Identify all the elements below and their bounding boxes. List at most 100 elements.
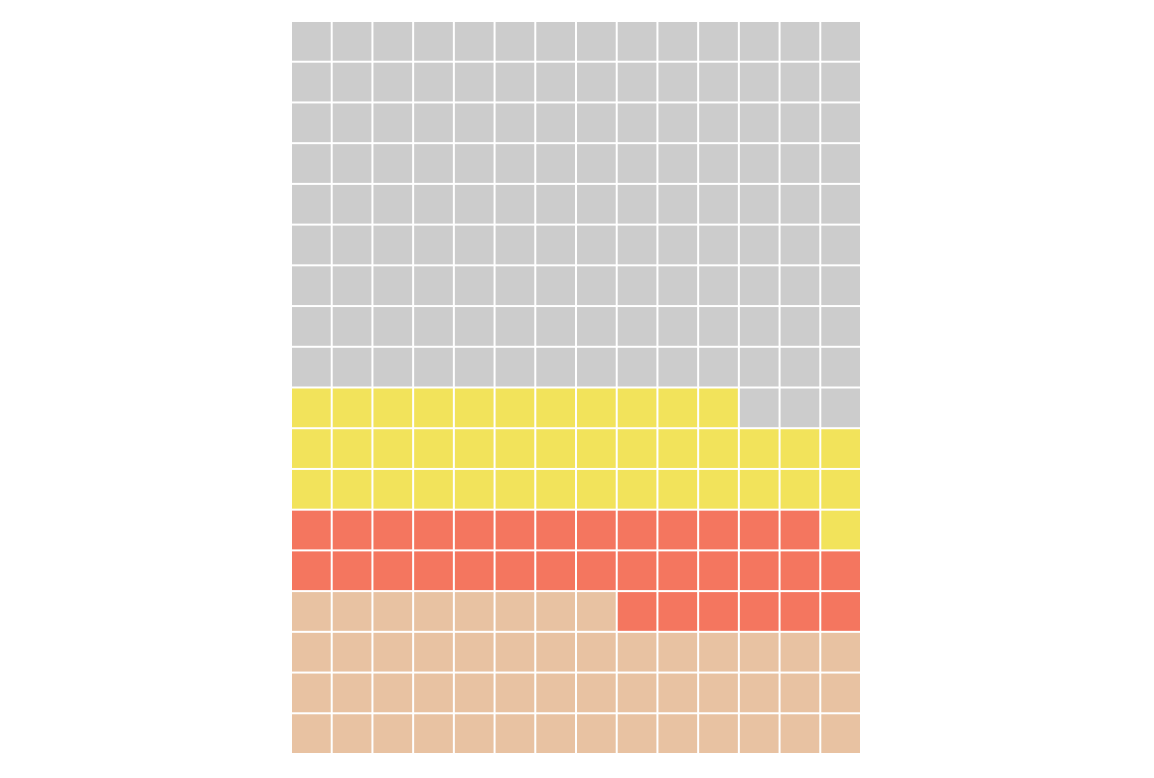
waffle-cell (617, 714, 657, 753)
waffle-cell (454, 62, 494, 102)
waffle-cell (699, 388, 738, 428)
waffle-cell (414, 673, 453, 713)
waffle-cell (454, 103, 494, 143)
waffle-cell (780, 144, 820, 183)
waffle-cell (536, 592, 575, 631)
waffle-cell (821, 307, 860, 346)
waffle-cell (780, 714, 820, 753)
waffle-cell (821, 62, 860, 102)
waffle-cell (536, 103, 575, 143)
waffle-cell (414, 592, 453, 631)
waffle-cell (577, 144, 616, 183)
waffle-cell (577, 429, 616, 468)
waffle-cell (414, 469, 453, 509)
waffle-cell (332, 592, 372, 631)
waffle-cell (577, 347, 616, 387)
waffle-cell (821, 551, 860, 591)
waffle-cell (332, 673, 372, 713)
waffle-cell (292, 266, 331, 306)
waffle-cell (699, 469, 738, 509)
waffle-cell (414, 714, 453, 753)
waffle-cell (739, 184, 779, 224)
waffle-cell (780, 62, 820, 102)
waffle-cell (292, 225, 331, 265)
waffle-cell (292, 307, 331, 346)
waffle-cell (495, 714, 535, 753)
waffle-cell (617, 307, 657, 346)
waffle-cell (699, 307, 738, 346)
waffle-cell (617, 388, 657, 428)
waffle-cell (373, 429, 413, 468)
waffle-cell (536, 144, 575, 183)
waffle-cell (373, 22, 413, 61)
waffle-cell (332, 62, 372, 102)
waffle-cell (780, 225, 820, 265)
waffle-cell (373, 510, 413, 550)
waffle-cell (821, 429, 860, 468)
waffle-cell (414, 388, 453, 428)
waffle-cell (292, 592, 331, 631)
waffle-cell (495, 62, 535, 102)
waffle-cell (332, 184, 372, 224)
waffle-cell (454, 551, 494, 591)
waffle-cell (577, 469, 616, 509)
waffle-cell (780, 673, 820, 713)
waffle-cell (699, 510, 738, 550)
waffle-cell (658, 632, 698, 672)
waffle-cell (536, 266, 575, 306)
waffle-cell (292, 62, 331, 102)
waffle-cell (536, 22, 575, 61)
waffle-cell (577, 632, 616, 672)
waffle-cell (739, 22, 779, 61)
waffle-cell (292, 22, 331, 61)
waffle-cell (495, 510, 535, 550)
waffle-cell (780, 510, 820, 550)
waffle-cell (373, 307, 413, 346)
waffle-cell (454, 307, 494, 346)
waffle-cell (454, 429, 494, 468)
waffle-cell (658, 347, 698, 387)
waffle-cell (699, 632, 738, 672)
waffle-cell (332, 429, 372, 468)
waffle-cell (577, 510, 616, 550)
waffle-cell (373, 388, 413, 428)
waffle-cell (821, 632, 860, 672)
waffle-cell (536, 388, 575, 428)
waffle-cell (739, 551, 779, 591)
waffle-cell (821, 510, 860, 550)
waffle-cell (454, 184, 494, 224)
waffle-cell (454, 673, 494, 713)
waffle-cell (373, 144, 413, 183)
waffle-cell (658, 307, 698, 346)
waffle-cell (495, 225, 535, 265)
waffle-cell (292, 551, 331, 591)
waffle-cell (821, 388, 860, 428)
waffle-cell (454, 225, 494, 265)
waffle-cell (617, 592, 657, 631)
waffle-cell (658, 266, 698, 306)
waffle-cell (454, 714, 494, 753)
waffle-cell (658, 144, 698, 183)
waffle-cell (739, 347, 779, 387)
waffle-cell (373, 225, 413, 265)
waffle-cell (292, 673, 331, 713)
waffle-cell (780, 429, 820, 468)
waffle-cell (699, 551, 738, 591)
waffle-cell (739, 62, 779, 102)
waffle-cell (495, 266, 535, 306)
waffle-cell (658, 510, 698, 550)
waffle-cell (699, 62, 738, 102)
waffle-cell (332, 469, 372, 509)
waffle-cell (292, 632, 331, 672)
waffle-cell (577, 388, 616, 428)
waffle-cell (332, 388, 372, 428)
waffle-cell (414, 22, 453, 61)
waffle-cell (454, 266, 494, 306)
waffle-cell (495, 632, 535, 672)
waffle-cell (821, 184, 860, 224)
waffle-cell (658, 592, 698, 631)
waffle-cell (699, 22, 738, 61)
waffle-cell (577, 225, 616, 265)
waffle-cell (536, 62, 575, 102)
